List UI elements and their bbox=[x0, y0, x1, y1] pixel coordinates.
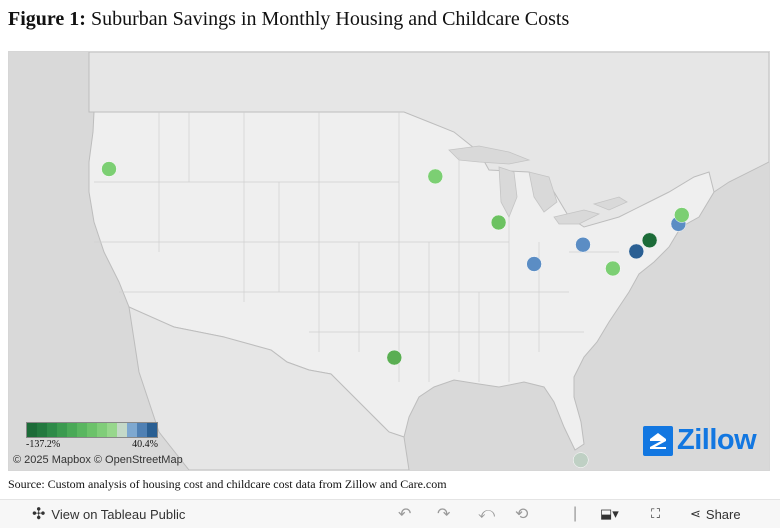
location-marker[interactable] bbox=[573, 452, 589, 468]
great-lakes bbox=[448, 145, 628, 225]
legend-swatch bbox=[137, 423, 147, 437]
color-legend: -137.2% 40.4% bbox=[26, 422, 158, 450]
location-marker[interactable] bbox=[427, 168, 444, 185]
refresh-icon: ⟲ bbox=[515, 506, 529, 523]
location-marker[interactable] bbox=[674, 207, 690, 223]
zillow-logo-text: Zillow bbox=[677, 424, 757, 456]
legend-swatch bbox=[47, 423, 57, 437]
location-marker[interactable] bbox=[575, 236, 591, 253]
us-map[interactable] bbox=[9, 52, 769, 470]
legend-swatch bbox=[147, 423, 157, 437]
figure-title-text: Suburban Savings in Monthly Housing and … bbox=[90, 8, 570, 30]
legend-swatch bbox=[77, 423, 87, 437]
revert-button[interactable]: ⤺ bbox=[478, 500, 495, 528]
divider-icon: | bbox=[573, 505, 578, 522]
zillow-logo-icon bbox=[643, 425, 673, 456]
legend-swatch bbox=[67, 423, 77, 437]
figure-label: Figure 1: bbox=[8, 8, 86, 30]
legend-swatch bbox=[37, 423, 47, 437]
redo-button[interactable]: ↷ bbox=[437, 500, 450, 528]
legend-swatch bbox=[87, 423, 97, 437]
legend-color-bar bbox=[26, 422, 158, 438]
figure-title: Figure 1: Suburban Savings in Monthly Ho… bbox=[8, 8, 569, 31]
location-points bbox=[101, 161, 690, 468]
legend-swatch bbox=[107, 423, 117, 437]
undo-icon: ↶ bbox=[398, 506, 412, 523]
legend-swatch bbox=[97, 423, 107, 437]
mexico-land bbox=[128, 306, 410, 470]
undo-button[interactable]: ↶ bbox=[398, 500, 411, 528]
revert-icon: ⤺ bbox=[478, 505, 496, 522]
location-marker[interactable] bbox=[605, 260, 621, 277]
redo-icon: ↷ bbox=[437, 506, 451, 523]
location-marker[interactable] bbox=[490, 214, 507, 231]
legend-max-label: 40.4% bbox=[132, 439, 158, 450]
download-icon: ⬓▾ bbox=[600, 506, 619, 521]
toolbar-divider: | bbox=[573, 500, 577, 528]
map-frame[interactable]: -137.2% 40.4% © 2025 Mapbox © OpenStreet… bbox=[8, 51, 770, 471]
map-attribution[interactable]: © 2025 Mapbox © OpenStreetMap bbox=[13, 454, 183, 466]
state-borders bbox=[94, 112, 619, 382]
legend-swatch bbox=[27, 423, 37, 437]
location-marker[interactable] bbox=[386, 349, 403, 366]
legend-swatch bbox=[127, 423, 137, 437]
tableau-icon: ✣ bbox=[32, 506, 46, 523]
view-on-tableau-label: View on Tableau Public bbox=[51, 506, 186, 522]
legend-min-label: -137.2% bbox=[26, 439, 61, 450]
fullscreen-button[interactable]: ⛶ bbox=[651, 500, 660, 528]
refresh-button[interactable]: ⟲ bbox=[515, 500, 528, 528]
location-marker[interactable] bbox=[641, 232, 658, 249]
legend-swatch bbox=[117, 423, 127, 437]
fullscreen-icon: ⛶ bbox=[651, 506, 661, 521]
share-button[interactable]: ⋖ Share bbox=[690, 500, 741, 528]
location-marker[interactable] bbox=[526, 256, 542, 272]
share-icon: ⋖ bbox=[690, 506, 701, 521]
zillow-logo: Zillow bbox=[643, 424, 757, 457]
tableau-toolbar: ✣ View on Tableau Public ↶ ↷ ⤺ ⟲ | ⬓▾ ⛶ … bbox=[0, 499, 780, 528]
legend-swatch bbox=[57, 423, 67, 437]
view-on-tableau-button[interactable]: ✣ View on Tableau Public bbox=[32, 500, 185, 528]
share-label: Share bbox=[705, 506, 741, 522]
location-marker[interactable] bbox=[101, 161, 117, 177]
location-marker[interactable] bbox=[628, 243, 645, 260]
download-button[interactable]: ⬓▾ bbox=[600, 500, 619, 528]
source-note: Source: Custom analysis of housing cost … bbox=[8, 477, 447, 491]
